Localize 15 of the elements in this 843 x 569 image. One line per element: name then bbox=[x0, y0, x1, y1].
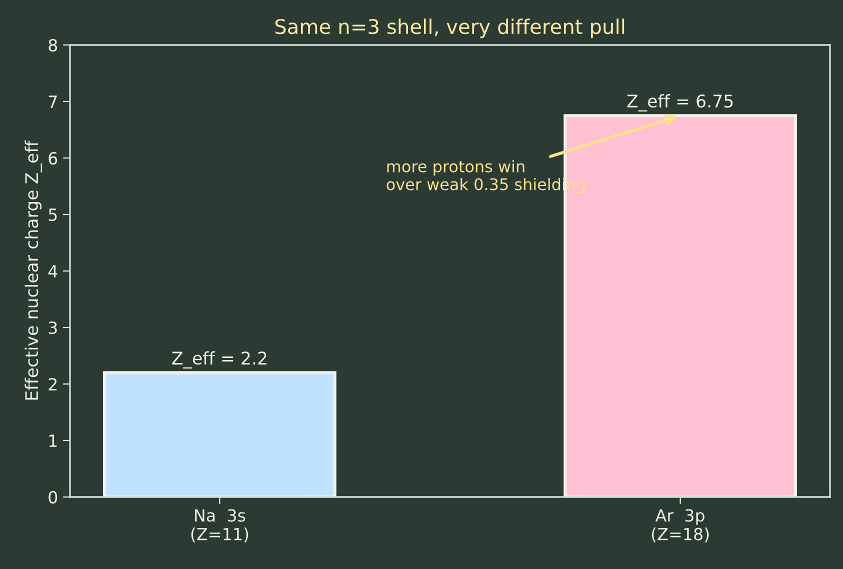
data-label: Z_eff = 2.2 bbox=[172, 351, 266, 369]
y-tick-label: 6 bbox=[48, 152, 58, 165]
y-tick-label: 4 bbox=[48, 265, 58, 278]
y-tick-label: 8 bbox=[48, 38, 58, 52]
data-label: Z_eff = 6.75 bbox=[627, 94, 733, 112]
y-tick-label: 3 bbox=[48, 321, 57, 334]
y-tick-label: 2 bbox=[48, 378, 57, 390]
y-tick-label: 0 bbox=[48, 490, 58, 504]
y-axis-title: Effective nuclear charge Z_eff bbox=[24, 140, 42, 400]
x-tick-label: Na 3s (Z=11) bbox=[191, 509, 248, 542]
y-tick-label: 1 bbox=[49, 434, 57, 447]
x-tick-label: Ar 3p (Z=18) bbox=[652, 509, 709, 542]
y-tick-label: 5 bbox=[48, 208, 57, 222]
chart-title: Same n=3 shell, very different pull bbox=[275, 18, 624, 38]
y-tick-label: 7 bbox=[48, 96, 57, 108]
